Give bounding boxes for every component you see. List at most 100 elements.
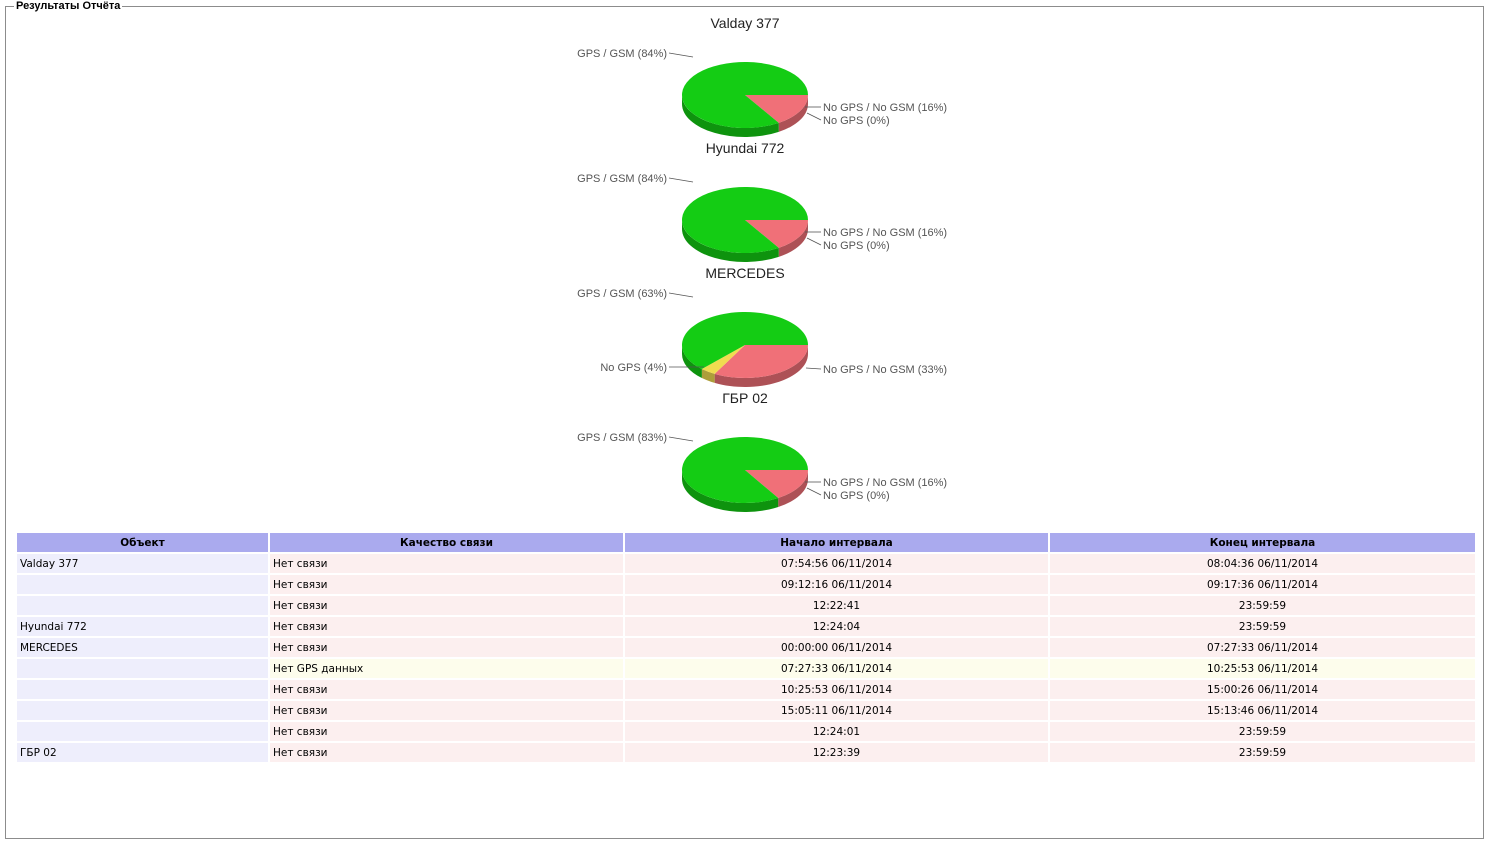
- label-no-gps-no-gsm: No GPS / No GSM (16%): [823, 477, 947, 489]
- chart-title: MERCEDES: [705, 265, 784, 281]
- report-table: Объект Качество связи Начало интервала К…: [15, 531, 1477, 764]
- table-row: Нет связи 12:22:41 23:59:59: [17, 596, 1475, 615]
- cell-quality: Нет GPS данных: [270, 659, 623, 678]
- table-row: Valday 377 Нет связи 07:54:56 06/11/2014 08…: [17, 554, 1475, 573]
- header-start: Начало интервала: [625, 533, 1048, 552]
- panel-legend: Результаты Отчёта: [14, 0, 123, 13]
- table-row: Нет GPS данных 07:27:33 06/11/2014 10:25:5…: [17, 659, 1475, 678]
- slice-no-gps-no-gsm-side: [714, 345, 808, 387]
- report-results-panel: [5, 6, 1484, 839]
- cell-start: 12:24:01: [625, 722, 1048, 741]
- label-no-gps-leader: [806, 487, 822, 496]
- cell-start: 10:25:53 06/11/2014: [625, 680, 1048, 699]
- table-row: Hyundai 772 Нет связи 12:24:04 23:59:59: [17, 617, 1475, 636]
- cell-end: 23:59:59: [1050, 743, 1475, 762]
- table-header-row: Объект Качество связи Начало интервала К…: [17, 533, 1475, 552]
- table-row: Нет связи 12:24:01 23:59:59: [17, 722, 1475, 741]
- cell-quality: Нет связи: [270, 743, 623, 762]
- slice-gps-gsm-side: [682, 95, 779, 137]
- pie-chart: MERCEDES GPS / GSM (63%) No GPS / No GSM (…: [577, 265, 947, 387]
- slice-no-gps-no-gsm-side: [778, 470, 808, 508]
- slice-no-gps-no-gsm: [745, 220, 808, 248]
- label-no-gps-no-gsm-leader: [805, 367, 822, 370]
- cell-end: 07:27:33 06/11/2014: [1050, 638, 1475, 657]
- cell-end: 15:00:26 06/11/2014: [1050, 680, 1475, 699]
- table-row: Нет связи 10:25:53 06/11/2014 15:00:26 06/…: [17, 680, 1475, 699]
- slice-no-gps-no-gsm-side: [778, 220, 808, 257]
- cell-quality: Нет связи: [270, 554, 623, 573]
- label-no-gps-no-gsm: No GPS / No GSM (33%): [823, 364, 947, 376]
- cell-end: 23:59:59: [1050, 722, 1475, 741]
- cell-quality: Нет связи: [270, 680, 623, 699]
- cell-start: 07:54:56 06/11/2014: [625, 554, 1048, 573]
- label-gps-gsm: GPS / GSM (84%): [577, 173, 667, 185]
- cell-end: 23:59:59: [1050, 617, 1475, 636]
- cell-start: 12:23:39: [625, 743, 1048, 762]
- chart-title: Hyundai 772: [706, 140, 785, 156]
- cell-quality: Нет связи: [270, 575, 623, 594]
- slice-no-gps-no-gsm: [745, 470, 808, 499]
- cell-start: 15:05:11 06/11/2014: [625, 701, 1048, 720]
- slice-no-gps-no-gsm-side: [778, 95, 808, 132]
- cell-quality: Нет связи: [270, 701, 623, 720]
- pie-chart: Valday 377 GPS / GSM (84%) No GPS / No GSM…: [577, 15, 947, 137]
- label-gps-gsm: GPS / GSM (84%): [577, 48, 667, 60]
- label-no-gps-leader: [806, 237, 822, 246]
- slice-gps-gsm: [682, 312, 808, 370]
- label-no-gps-leader: [806, 112, 822, 121]
- cell-quality: Нет связи: [270, 638, 623, 657]
- pie-chart: Hyundai 772 GPS / GSM (84%) No GPS / No GS…: [577, 140, 947, 262]
- cell-end: 23:59:59: [1050, 596, 1475, 615]
- cell-quality: Нет связи: [270, 722, 623, 741]
- header-quality: Качество связи: [270, 533, 623, 552]
- label-no-gps: No GPS (0%): [823, 490, 890, 502]
- cell-end: 09:17:36 06/11/2014: [1050, 575, 1475, 594]
- slice-gps-gsm: [682, 61, 808, 128]
- cell-object: [17, 659, 268, 678]
- cell-object: [17, 722, 268, 741]
- label-no-gps: No GPS (4%): [600, 362, 667, 374]
- table-row: Нет связи 09:12:16 06/11/2014 09:17:36 06/…: [17, 575, 1475, 594]
- pie-chart: ГБР 02 GPS / GSM (83%) No GPS / No GSM (16…: [577, 390, 947, 512]
- table-row: Нет связи 15:05:11 06/11/2014 15:13:46 06/…: [17, 701, 1475, 720]
- cell-start: 09:12:16 06/11/2014: [625, 575, 1048, 594]
- cell-object: [17, 596, 268, 615]
- table-row: ГБР 02 Нет связи 12:23:39 23:59:59: [17, 743, 1475, 762]
- slice-gps-gsm-side: [682, 345, 702, 379]
- slice-no-gps: [701, 345, 745, 374]
- cell-object: ГБР 02: [17, 743, 268, 762]
- chart-title: ГБР 02: [722, 390, 768, 406]
- cell-quality: Нет связи: [270, 596, 623, 615]
- slice-gps-gsm: [682, 187, 808, 253]
- label-gps-gsm-leader: [668, 177, 694, 183]
- label-no-gps-no-gsm: No GPS / No GSM (16%): [823, 102, 947, 114]
- cell-object: MERCEDES: [17, 638, 268, 657]
- slice-no-gps-no-gsm: [745, 95, 808, 123]
- label-gps-gsm-leader: [668, 52, 694, 58]
- cell-end: 10:25:53 06/11/2014: [1050, 659, 1475, 678]
- label-no-gps-no-gsm: No GPS / No GSM (16%): [823, 227, 947, 239]
- slice-no-gps-no-gsm: [714, 345, 808, 378]
- label-gps-gsm: GPS / GSM (83%): [577, 432, 667, 444]
- cell-quality: Нет связи: [270, 617, 623, 636]
- label-no-gps: No GPS (0%): [823, 115, 890, 127]
- label-no-gps: No GPS (0%): [823, 240, 890, 252]
- cell-object: Hyundai 772: [17, 617, 268, 636]
- cell-end: 15:13:46 06/11/2014: [1050, 701, 1475, 720]
- cell-object: Valday 377: [17, 554, 268, 573]
- cell-start: 12:24:04: [625, 617, 1048, 636]
- cell-object: [17, 701, 268, 720]
- pie-charts-area: Valday 377 GPS / GSM (84%) No GPS / No GSM…: [577, 15, 947, 512]
- label-gps-gsm-leader: [668, 436, 694, 442]
- cell-start: 07:27:33 06/11/2014: [625, 659, 1048, 678]
- chart-title: Valday 377: [710, 15, 779, 31]
- header-end: Конец интервала: [1050, 533, 1475, 552]
- cell-start: 12:22:41: [625, 596, 1048, 615]
- slice-gps-gsm: [682, 437, 809, 504]
- cell-end: 08:04:36 06/11/2014: [1050, 554, 1475, 573]
- cell-object: [17, 575, 268, 594]
- slice-no-gps-side: [701, 369, 715, 383]
- slice-gps-gsm-side: [682, 470, 779, 512]
- label-gps-gsm: GPS / GSM (63%): [577, 288, 667, 300]
- header-object: Объект: [17, 533, 268, 552]
